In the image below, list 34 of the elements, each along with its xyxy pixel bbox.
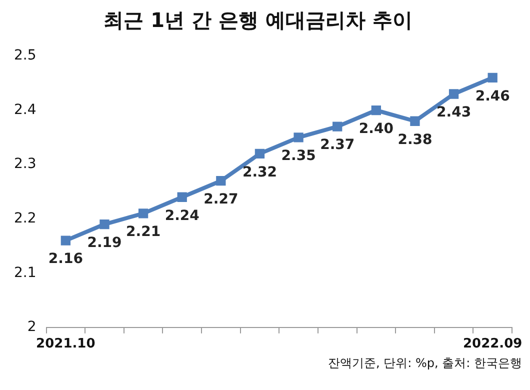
point xyxy=(371,105,381,116)
data-label: 2.19 xyxy=(87,234,122,251)
text: 잔액기준, 단위: %p, 출처: 한국은행 xyxy=(327,355,523,372)
data-label: 2.46 xyxy=(475,88,510,104)
point xyxy=(254,148,265,159)
point xyxy=(448,89,459,99)
point xyxy=(100,219,110,230)
y-tick-label: 2.4 xyxy=(14,102,36,118)
y-tick-label: 2.5 xyxy=(14,48,36,64)
data-label: 2.32 xyxy=(242,164,277,180)
y-tick-label: 2.2 xyxy=(14,210,36,226)
data-label: 2.24 xyxy=(164,208,200,224)
point xyxy=(294,132,304,142)
data-label: 2.16 xyxy=(48,251,83,268)
point xyxy=(488,72,498,83)
point xyxy=(60,236,70,246)
data-label: 2.43 xyxy=(436,104,472,121)
data-label: 2.37 xyxy=(320,137,355,154)
data-label: 2.21 xyxy=(126,224,161,240)
point xyxy=(177,192,187,202)
y-tick-label: 2.1 xyxy=(14,264,36,281)
data-label: 2.40 xyxy=(358,120,394,137)
data-label: 2.27 xyxy=(204,191,238,208)
point xyxy=(138,208,148,218)
x-tick-label: 2021.10 xyxy=(36,336,96,352)
data-label: 2.38 xyxy=(398,132,432,148)
data-label: 2.35 xyxy=(281,148,316,164)
point xyxy=(216,176,226,186)
point xyxy=(332,122,342,132)
point xyxy=(410,116,420,126)
chart-title: 최근 1년 간 은행 예대금리차 추이 xyxy=(104,8,412,32)
y-tick-label: 2.3 xyxy=(14,156,36,172)
x-tick-label: 2022.09 xyxy=(462,336,522,352)
y-tick-label: 2 xyxy=(27,319,36,336)
